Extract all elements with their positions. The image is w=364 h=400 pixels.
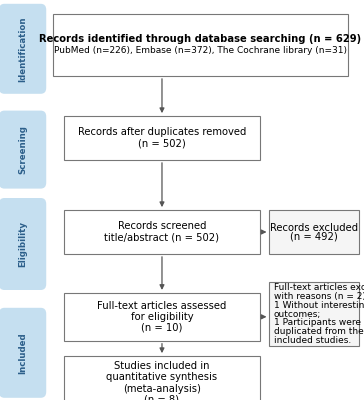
- Bar: [64, 293, 260, 341]
- Text: Records after duplicates removed: Records after duplicates removed: [78, 127, 246, 137]
- Text: Full-text articles assessed: Full-text articles assessed: [97, 301, 227, 310]
- Text: (n = 8): (n = 8): [145, 395, 179, 400]
- Text: duplicated from the: duplicated from the: [274, 327, 364, 336]
- Text: Screening: Screening: [18, 125, 27, 174]
- FancyBboxPatch shape: [0, 308, 46, 398]
- Text: outcomes;: outcomes;: [274, 310, 321, 318]
- Text: Records identified through database searching (n = 629): Records identified through database sear…: [39, 34, 361, 44]
- Text: quantitative synthesis: quantitative synthesis: [106, 372, 218, 382]
- Bar: [64, 210, 260, 254]
- Text: Full-text articles excluded: Full-text articles excluded: [274, 283, 364, 292]
- FancyBboxPatch shape: [0, 4, 46, 94]
- Text: Identification: Identification: [18, 16, 27, 82]
- Text: Eligibility: Eligibility: [18, 221, 27, 267]
- Text: title/abstract (n = 502): title/abstract (n = 502): [104, 233, 219, 242]
- Text: (n = 492): (n = 492): [290, 231, 338, 241]
- Text: Studies included in: Studies included in: [114, 361, 210, 371]
- Text: Included: Included: [18, 332, 27, 374]
- Bar: [269, 282, 359, 346]
- FancyBboxPatch shape: [0, 198, 46, 290]
- Text: included studies.: included studies.: [274, 336, 351, 345]
- Text: for eligibility: for eligibility: [131, 312, 193, 322]
- Text: 1 Participants were: 1 Participants were: [274, 318, 361, 327]
- Text: 1 Without interesting: 1 Without interesting: [274, 301, 364, 310]
- Text: Records screened: Records screened: [118, 222, 206, 231]
- Bar: [64, 116, 260, 160]
- Text: Records excluded: Records excluded: [270, 222, 358, 232]
- Bar: [269, 210, 359, 254]
- Text: with reasons (n = 2): with reasons (n = 2): [274, 292, 364, 301]
- Bar: [64, 356, 260, 400]
- Bar: [53, 14, 348, 76]
- Text: PubMed (n=226), Embase (n=372), The Cochrane library (n=31): PubMed (n=226), Embase (n=372), The Coch…: [54, 46, 347, 55]
- Text: (meta-analysis): (meta-analysis): [123, 384, 201, 394]
- Text: (n = 10): (n = 10): [141, 323, 183, 333]
- FancyBboxPatch shape: [0, 110, 46, 189]
- Text: (n = 502): (n = 502): [138, 139, 186, 149]
